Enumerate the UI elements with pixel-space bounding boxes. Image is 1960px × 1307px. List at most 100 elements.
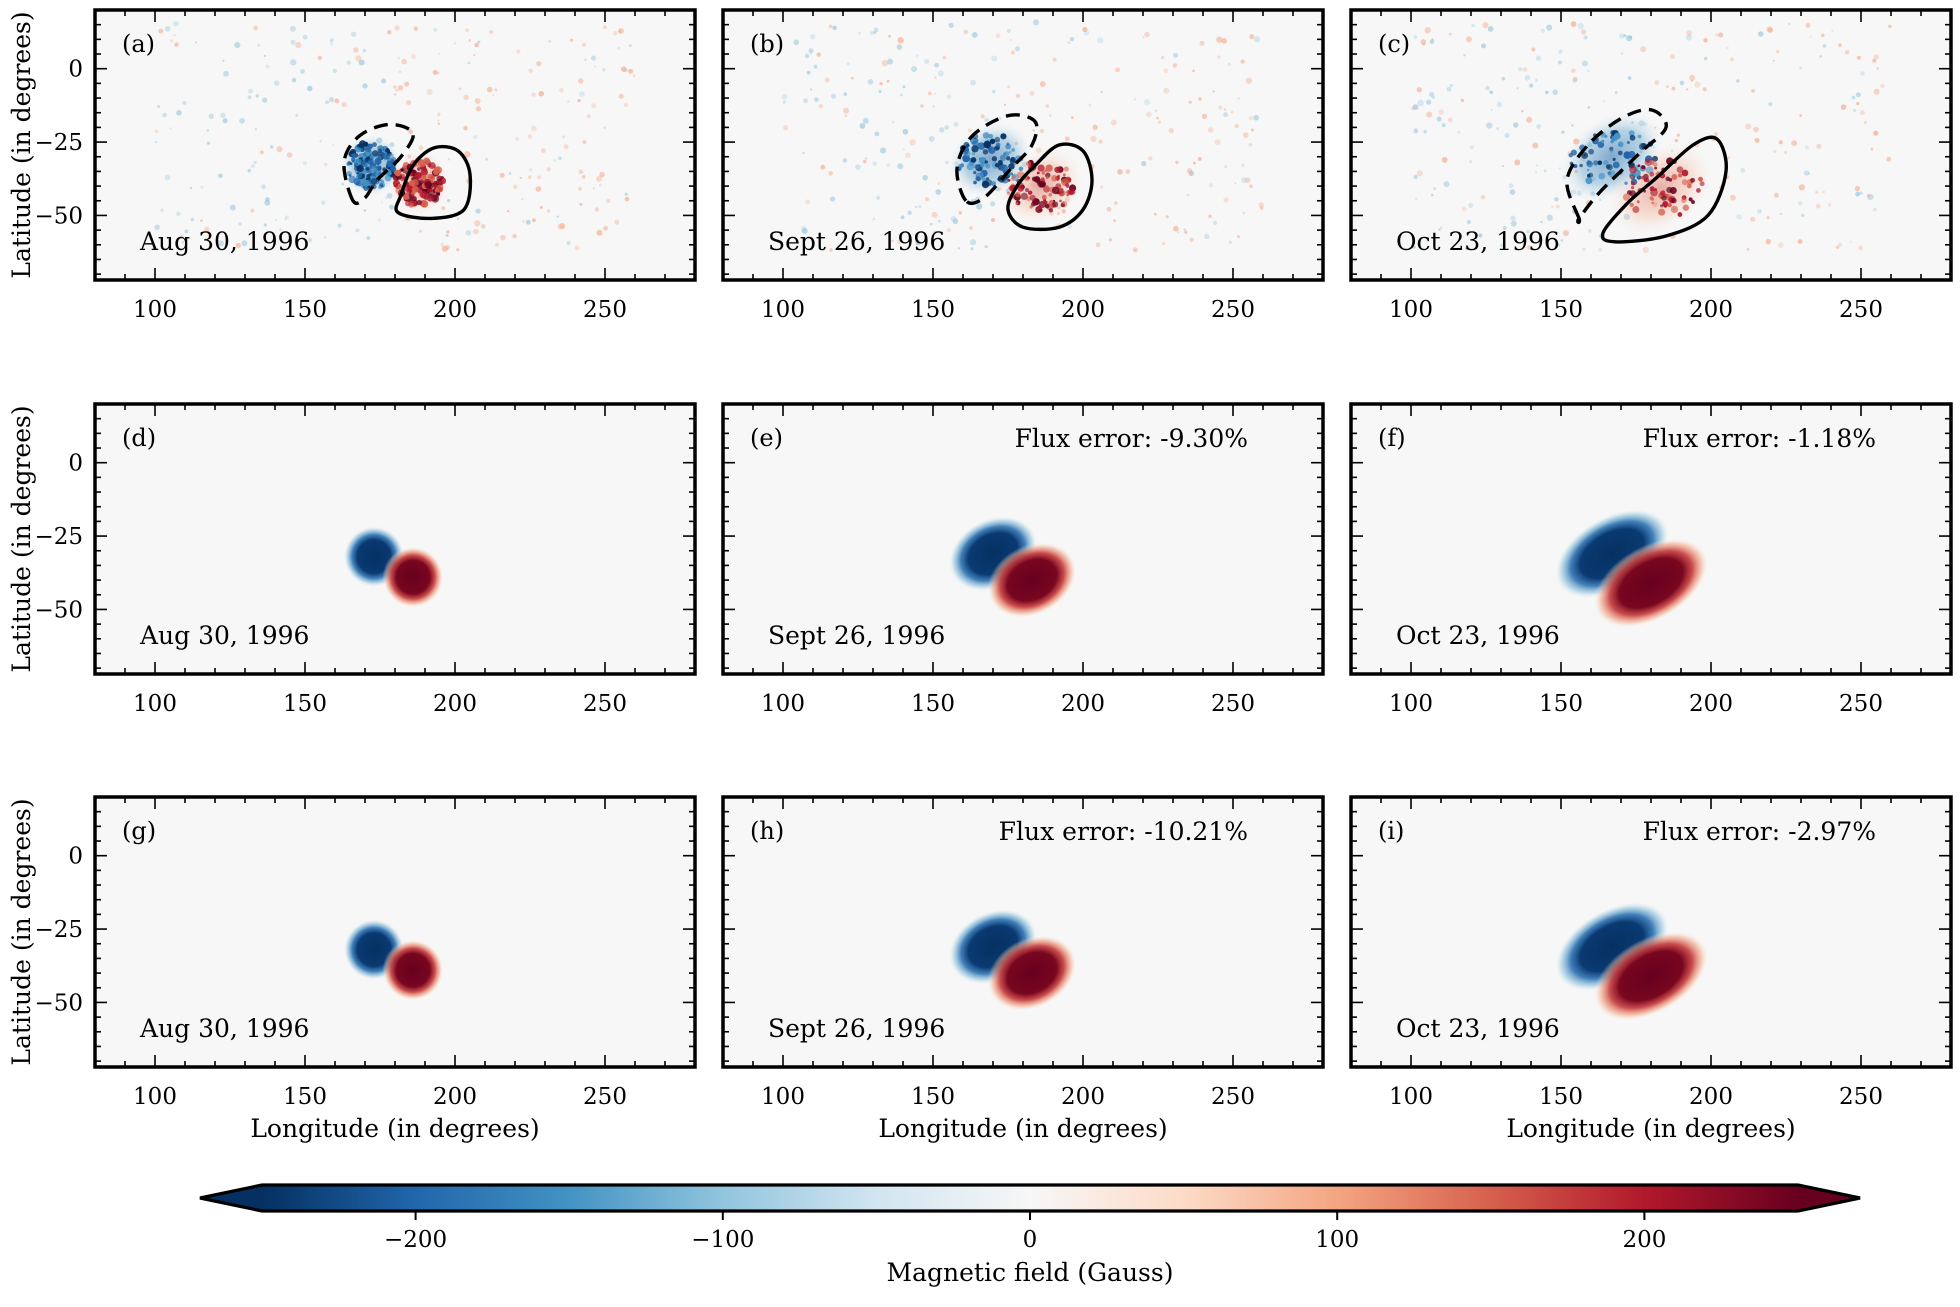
- pos-flux-element: [1027, 190, 1033, 195]
- neg-flux-element: [982, 149, 989, 155]
- x-axis-label: Longitude (in degrees): [250, 1114, 539, 1143]
- speckle: [1423, 129, 1427, 134]
- speckle: [1216, 36, 1223, 43]
- speckle: [474, 42, 479, 48]
- speckle: [1148, 156, 1153, 161]
- speckle: [1509, 189, 1516, 195]
- speckle: [453, 42, 457, 45]
- speckle: [1214, 139, 1221, 146]
- x-tick-label: 100: [1389, 691, 1433, 717]
- speckle: [410, 53, 416, 60]
- neg-flux-element: [362, 152, 366, 156]
- x-tick-label: 100: [133, 297, 177, 323]
- pos-flux-element: [1059, 199, 1062, 203]
- neg-flux-element: [1000, 133, 1007, 140]
- speckle: [1835, 245, 1840, 249]
- x-tick-label: 200: [1061, 297, 1105, 323]
- speckle: [1045, 104, 1050, 108]
- speckle: [1110, 119, 1117, 126]
- pos-flux-element: [1632, 206, 1640, 214]
- neg-flux-element: [1612, 157, 1616, 161]
- speckle: [862, 159, 867, 164]
- speckle: [559, 88, 564, 93]
- speckle: [1412, 104, 1419, 110]
- speckle: [1552, 89, 1559, 95]
- speckle: [958, 211, 962, 215]
- colorbar: −200 −100 0 100 200 Magnetic field (Gauss): [199, 1183, 1861, 1287]
- pos-flux-element: [1629, 202, 1634, 208]
- pos-flux-element: [1658, 208, 1666, 216]
- neg-flux-element: [348, 174, 352, 177]
- speckle: [928, 135, 935, 142]
- speckle: [217, 240, 224, 247]
- speckle: [546, 209, 551, 213]
- speckle: [418, 145, 424, 151]
- speckle: [1471, 23, 1475, 28]
- positive-bipole-lobe: [382, 546, 444, 608]
- pos-flux-element: [1054, 166, 1061, 173]
- x-tick-label: 100: [761, 1084, 805, 1110]
- pos-flux-element: [1037, 205, 1042, 210]
- speckle: [1526, 245, 1532, 250]
- speckle: [970, 79, 976, 86]
- speckle: [1244, 177, 1251, 183]
- speckle: [581, 174, 586, 179]
- speckle: [1482, 22, 1489, 29]
- speckle: [1242, 211, 1246, 215]
- speckle: [1886, 156, 1892, 162]
- speckle: [1478, 233, 1483, 238]
- speckle: [830, 196, 836, 202]
- speckle: [888, 34, 891, 38]
- speckle: [1532, 142, 1539, 149]
- speckle: [816, 52, 821, 57]
- speckle: [805, 199, 811, 205]
- x-tick-label: 100: [761, 297, 805, 323]
- speckle: [404, 81, 410, 87]
- speckle: [1736, 79, 1740, 83]
- speckle: [1500, 243, 1504, 248]
- x-tick-label: 100: [1389, 1084, 1433, 1110]
- speckle: [381, 78, 387, 84]
- neg-flux-element: [1608, 170, 1616, 178]
- speckle: [1125, 169, 1131, 175]
- speckle: [844, 114, 847, 117]
- speckle: [1223, 112, 1229, 118]
- speckle: [810, 88, 813, 91]
- speckle: [855, 164, 861, 170]
- speckle: [254, 128, 257, 131]
- pos-flux-element: [1681, 179, 1689, 186]
- speckle: [1504, 132, 1510, 138]
- speckle: [1496, 101, 1503, 108]
- speckle: [1145, 111, 1152, 118]
- speckle: [1819, 55, 1822, 58]
- speckle: [433, 27, 438, 32]
- speckle: [257, 44, 260, 47]
- pos-flux-element: [1064, 182, 1069, 187]
- panel-tag: (c): [1378, 30, 1410, 58]
- speckle: [328, 96, 335, 103]
- pos-flux-element: [1670, 205, 1679, 214]
- speckle: [1221, 38, 1228, 44]
- panel-tag: (d): [122, 424, 156, 452]
- speckle: [1234, 182, 1237, 185]
- speckle: [169, 127, 172, 130]
- speckle: [1588, 229, 1592, 233]
- speckle: [276, 146, 283, 153]
- speckle: [922, 174, 928, 181]
- y-tick-label: −25: [34, 917, 83, 943]
- x-tick-label: 150: [1539, 1084, 1583, 1110]
- speckle: [419, 229, 422, 233]
- speckle: [528, 68, 533, 73]
- speckle: [1485, 85, 1490, 91]
- speckle: [157, 104, 161, 109]
- x-axis-label: Longitude (in degrees): [878, 1114, 1167, 1143]
- speckle: [886, 79, 890, 83]
- speckle: [1555, 204, 1560, 209]
- pos-flux-element: [1690, 177, 1696, 183]
- speckle: [332, 144, 335, 147]
- speckle: [617, 27, 624, 34]
- speckle: [809, 33, 816, 40]
- speckle: [591, 103, 597, 109]
- speckle: [521, 197, 524, 201]
